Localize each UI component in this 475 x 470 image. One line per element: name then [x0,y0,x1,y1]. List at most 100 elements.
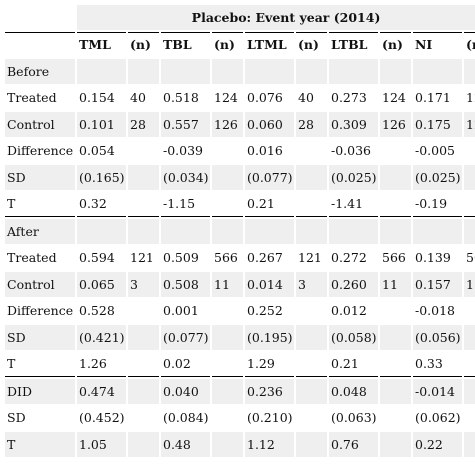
column-header: NI [413,31,462,58]
table-cell [296,299,327,324]
table-cell [128,299,159,324]
row-label: Control [5,112,75,137]
table-cell: 0.22 [413,432,462,457]
table-cell [380,59,411,84]
row-label: Treated [7,90,57,106]
row-label: SD [5,325,75,350]
row-label: Difference [7,303,74,319]
table-cell: 0.175 [413,112,462,137]
table-cell: 11 [212,272,243,297]
table-cell: -0.039 [163,143,204,159]
column-header: (n) [212,31,243,58]
table-cell: (0.084) [163,410,209,426]
table-cell: 28 [128,112,159,137]
table-cell: 0.236 [245,379,294,404]
table-cell: -0.018 [415,303,456,319]
table-cell [128,59,159,84]
table-cell [245,59,294,84]
row-label: SD [5,165,75,190]
caption-row: Placebo: Event year (2014) [5,5,475,30]
table-cell: 3 [128,272,159,297]
table-cell: -0.014 [413,379,462,404]
table-cell: -0.19 [413,192,462,217]
table-cell [128,325,159,350]
table-cell: 0.076 [247,90,283,106]
table-cell [464,59,475,84]
table-cell [380,406,411,431]
table-cell: 0.048 [329,379,378,404]
table-row: T 1.05 0.48 1.12 0.76 0.22 [5,432,475,457]
table-row: DID 0.474 0.040 0.236 0.048 -0.014 [5,379,475,404]
table-row: T 0.32 -1.15 0.21 -1.41 -0.19 [5,192,475,217]
table-cell: 126 [380,112,411,137]
table-cell [464,192,475,217]
table-cell: 121 [298,250,322,266]
table-cell [380,379,411,404]
table-cell [296,59,327,84]
table-cell: (0.063) [331,410,377,426]
table-cell: 0.154 [79,90,115,106]
table-cell [296,379,327,404]
table-cell: 0.171 [415,90,451,106]
table-cell: 124 [214,90,238,106]
table-cell [296,406,327,431]
row-label: T [5,192,75,217]
table-cell: 0.21 [245,192,294,217]
table-cell: 40 [130,90,146,106]
table-row: Before [5,59,475,84]
row-label: After [5,219,75,244]
table-cell [128,219,159,244]
table-cell: 0.157 [413,272,462,297]
table-cell [77,59,126,84]
table-cell: (0.025) [329,165,378,190]
table-cell [380,432,411,457]
table-cell [464,406,475,431]
table-cell: 0.273 [331,90,367,106]
table-cell [245,219,294,244]
table-cell [128,432,159,457]
table-cell: (0.077) [245,165,294,190]
table-cell: 121 [130,250,154,266]
table-cell [212,352,243,377]
table-cell: 0.48 [161,432,210,457]
table-cell: 0.016 [247,143,283,159]
table-cell: (0.077) [161,325,210,350]
table-cell: 0.509 [163,250,199,266]
table-cell: (0.421) [77,325,126,350]
table-cell [329,59,378,84]
header-row: TML(n)TBL(n)LTML(n)LTBL(n)NI(n) [5,31,475,58]
table-cell [380,165,411,190]
table-cell: (0.165) [77,165,126,190]
table-cell: 1.29 [245,352,294,377]
caption-spacer [5,5,75,30]
table-cell: 0.054 [79,143,115,159]
table-cell [212,432,243,457]
table-cell: 0.32 [77,192,126,217]
table-cell: 0.508 [161,272,210,297]
table-cell [296,219,327,244]
table-cell [296,352,327,377]
table-cell [128,192,159,217]
table-cell [212,299,243,324]
table-cell: 0.014 [245,272,294,297]
table-cell: (0.025) [413,165,462,190]
column-header: TML [77,31,126,58]
column-header: TBL [161,31,210,58]
column-header: LTBL [329,31,378,58]
table-cell [464,325,475,350]
table-cell [464,219,475,244]
table-cell: 40 [298,90,314,106]
table-row: SD (0.452) (0.084) (0.210) (0.063) (0.062) [5,406,475,431]
row-label: Before [5,59,75,84]
table-cell: 0.557 [161,112,210,137]
table-row: SD (0.421) (0.077) (0.195) (0.058) (0.056) [5,325,475,350]
table-cell [212,379,243,404]
table-cell: 0.528 [79,303,115,319]
table-cell: 1.26 [77,352,126,377]
table-caption: Placebo: Event year (2014) [77,5,475,30]
table-cell [128,165,159,190]
table-cell [128,406,159,431]
table-cell [212,406,243,431]
table-cell [128,139,159,164]
results-table-container: Placebo: Event year (2014) TML (n) TBL (n) LT… [3,3,475,459]
